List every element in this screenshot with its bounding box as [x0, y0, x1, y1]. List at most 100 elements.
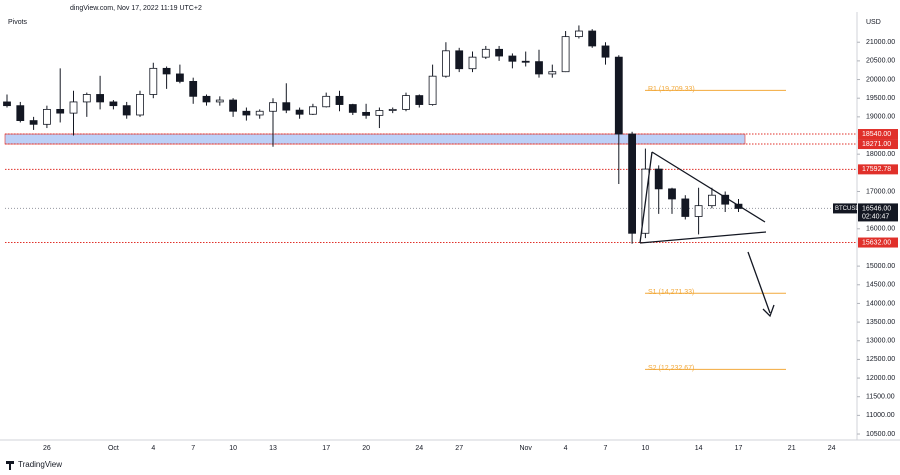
candle-body — [575, 30, 583, 38]
candle-body — [375, 110, 384, 116]
candle-body — [495, 48, 504, 57]
candle-body — [82, 94, 91, 103]
candle-body — [388, 108, 397, 111]
level-price-label: 17592.78 — [862, 166, 891, 173]
x-tick-label: 4 — [151, 445, 155, 452]
level-price-box — [858, 139, 898, 150]
x-tick-label: 7 — [604, 445, 608, 452]
y-tick-label: 20000.00 — [866, 76, 895, 83]
candle-body — [255, 110, 264, 116]
y-tick-label: 11000.00 — [866, 412, 895, 419]
candle-body — [56, 108, 65, 114]
candle-body — [415, 95, 424, 105]
x-tick-label: 10 — [229, 445, 237, 452]
symbol-label: BTCUSD — [835, 206, 860, 212]
y-tick-label: 21000.00 — [866, 39, 895, 46]
candle-body — [322, 95, 331, 108]
candle-body — [109, 101, 118, 107]
candle-body — [521, 60, 530, 63]
current-price-label: 16546.00 — [862, 205, 891, 212]
y-tick-label: 20500.00 — [866, 58, 895, 65]
candle-body — [628, 133, 636, 234]
candle-body — [335, 95, 344, 105]
candle-body — [215, 99, 224, 103]
level-price-box — [858, 237, 898, 248]
y-tick-label: 12000.00 — [866, 375, 895, 382]
candle-body — [29, 120, 38, 125]
candle-body — [308, 106, 317, 115]
y-tick-label: 18000.00 — [866, 151, 895, 158]
x-tick-label: 7 — [191, 445, 195, 452]
candle-body — [69, 101, 78, 114]
level-price-label: 15632.00 — [862, 239, 891, 246]
pivot-label: S2 (12,232.67) — [648, 365, 694, 372]
candle-body — [708, 194, 716, 207]
x-tick-label: 20 — [362, 445, 370, 452]
candle-body — [175, 73, 184, 82]
candle-body — [535, 61, 543, 75]
y-tick-label: 14500.00 — [866, 282, 895, 289]
candle-body — [162, 67, 171, 75]
candle-body — [441, 50, 450, 77]
triangle-pattern — [639, 151, 767, 244]
y-tick-label: 19000.00 — [866, 114, 895, 121]
candle-body — [362, 111, 371, 116]
y-tick-label: 13000.00 — [866, 338, 895, 345]
x-tick-label: 21 — [788, 445, 796, 452]
logo-icon — [6, 461, 14, 470]
candle-body — [136, 94, 144, 116]
x-tick-label: Oct — [108, 445, 119, 452]
x-tick-label: 10 — [642, 445, 650, 452]
candle-body — [548, 71, 557, 75]
candle-body — [694, 205, 703, 217]
candle-body — [468, 56, 477, 70]
candle-body — [654, 168, 663, 190]
level-price-label: 18271.00 — [862, 141, 891, 148]
x-tick-label: 26 — [43, 445, 51, 452]
y-tick-label: 19500.00 — [866, 95, 895, 102]
y-tick-label: 15000.00 — [866, 263, 895, 270]
candle-body — [295, 109, 304, 115]
footer-logo: TradingView — [18, 460, 62, 469]
candle-body — [149, 67, 158, 95]
x-tick-label: 17 — [322, 445, 330, 452]
level-price-box — [858, 164, 898, 175]
candle-body — [614, 56, 623, 135]
y-tick-label: 11500.00 — [866, 394, 895, 401]
candle-body — [588, 30, 597, 47]
pivot-label: R1 (19,709.33) — [648, 86, 695, 93]
candle-body — [229, 99, 238, 112]
y-tick-label: 16000.00 — [866, 226, 895, 233]
x-tick-label: 13 — [269, 445, 277, 452]
candle-body — [3, 101, 11, 107]
candle-body — [96, 94, 104, 103]
indicator-label: Pivots — [8, 19, 28, 26]
candle-body — [282, 102, 291, 111]
current-price-box — [858, 203, 898, 222]
y-tick-label: 17000.00 — [866, 188, 895, 195]
candle-body — [455, 50, 464, 70]
candle-body — [189, 81, 198, 97]
candle-body — [402, 95, 410, 110]
candle-body — [16, 105, 25, 121]
candle-body — [242, 110, 251, 116]
candle-body — [269, 102, 277, 112]
x-tick-label: 4 — [564, 445, 568, 452]
y-tick-label: 12500.00 — [866, 356, 895, 363]
x-tick-label: 17 — [735, 445, 743, 452]
candle-body — [681, 198, 690, 217]
candle-body — [202, 95, 211, 103]
candle-body — [43, 108, 51, 125]
y-tick-label: 14000.00 — [866, 300, 895, 307]
candle-body — [561, 36, 570, 73]
x-tick-label: 27 — [455, 445, 463, 452]
candle-body — [668, 188, 676, 200]
candle-body — [601, 45, 610, 58]
candle-body — [508, 55, 517, 62]
candle-body — [122, 105, 131, 116]
header: dingView.com, Nov 17, 2022 11:19 UTC+2 — [70, 5, 202, 12]
x-tick-label: 14 — [695, 445, 703, 452]
